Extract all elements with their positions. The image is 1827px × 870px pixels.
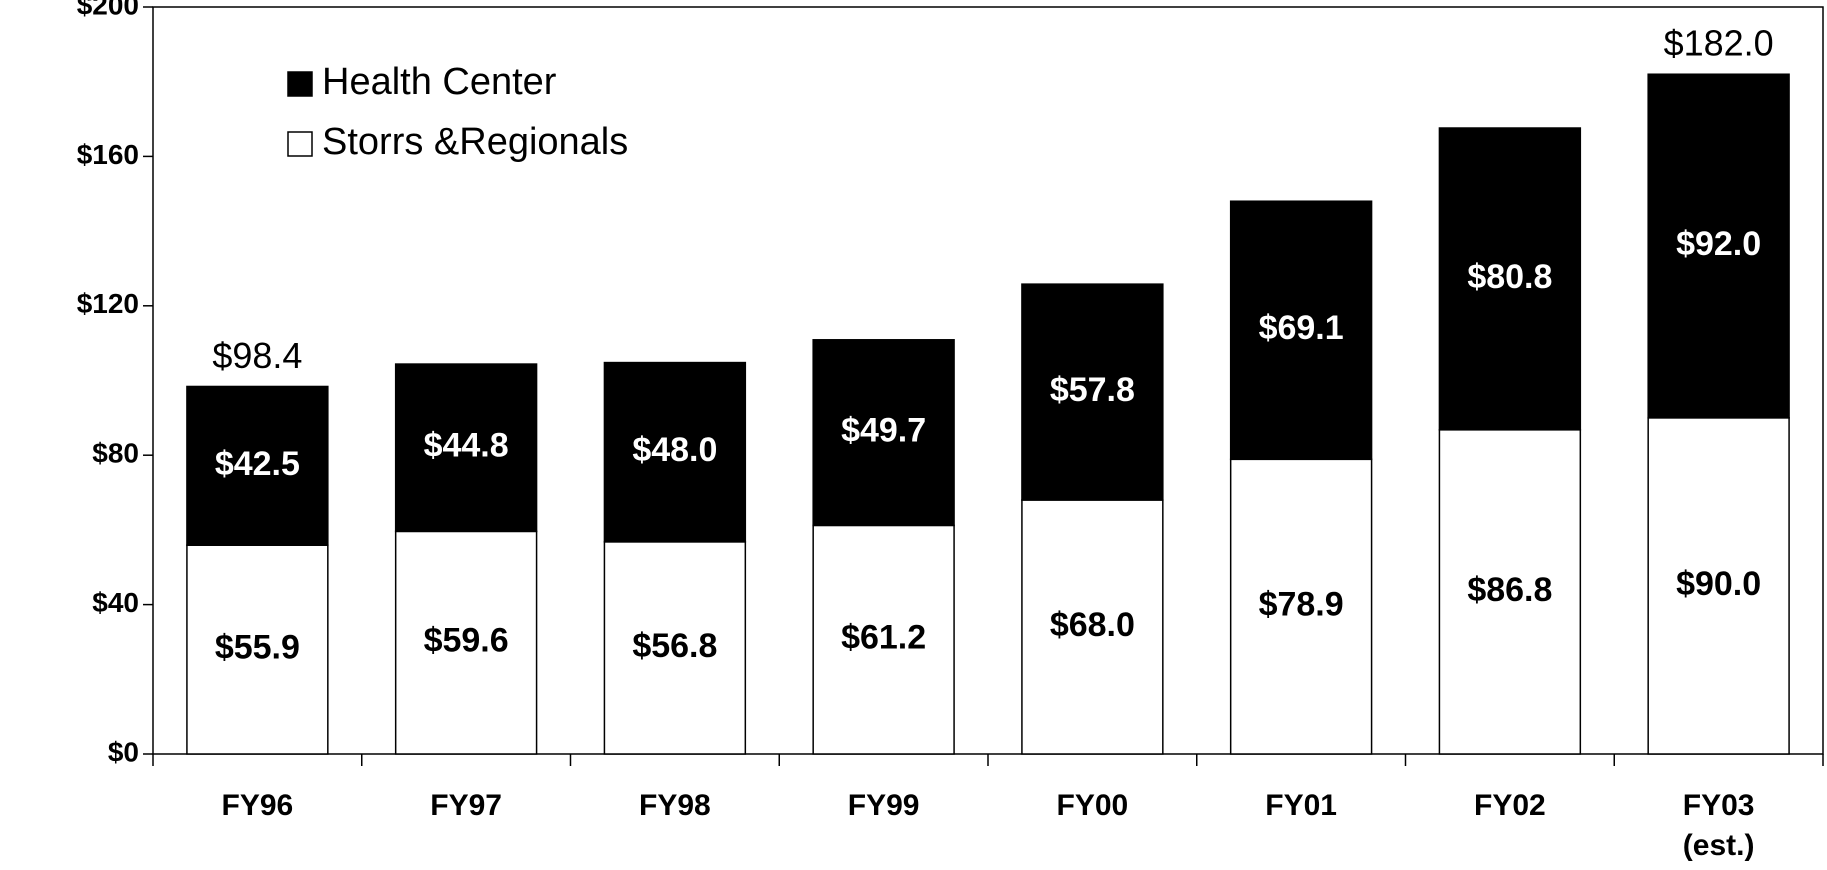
- y-tick-label: $160: [77, 139, 139, 170]
- bar-segment: [1229, 200, 1373, 461]
- bar-segment: [394, 363, 538, 533]
- legend-swatch: [287, 71, 313, 97]
- x-tick-label: FY99: [847, 789, 920, 822]
- data-label: $57.8: [1050, 371, 1135, 409]
- bar-segment: [812, 339, 955, 527]
- bar-segment: [1229, 458, 1373, 755]
- total-label: $98.4: [212, 335, 302, 376]
- data-label: $48.0: [632, 431, 717, 469]
- data-label: $68.0: [1050, 606, 1135, 644]
- x-tick-label: FY03 (est.): [1682, 789, 1755, 862]
- data-label: $55.9: [215, 629, 300, 667]
- x-tick-label: FY00: [1056, 789, 1129, 822]
- bar-segment: [1647, 417, 1790, 755]
- x-tick-label: FY98: [639, 789, 711, 822]
- total-label: $182.0: [1664, 23, 1774, 64]
- data-label: $78.9: [1259, 586, 1344, 624]
- data-label: $59.6: [424, 622, 509, 660]
- bar-segment: [186, 385, 329, 546]
- data-label: $92.0: [1676, 225, 1761, 263]
- data-label: $44.8: [424, 427, 509, 465]
- data-label: $56.8: [632, 627, 717, 665]
- data-label: $69.1: [1259, 309, 1344, 347]
- bar-segment: [603, 541, 747, 755]
- bar-segment: [186, 544, 329, 755]
- bar-segment: [1438, 127, 1582, 431]
- bar-segment: [1438, 429, 1582, 755]
- y-tick-label: $40: [92, 587, 139, 618]
- legend-label: Storrs &Regionals: [322, 121, 628, 163]
- data-label: $90.0: [1676, 565, 1761, 603]
- data-label: $61.2: [841, 619, 926, 657]
- y-tick-label: $0: [108, 736, 139, 767]
- legend-label: Health Center: [322, 61, 557, 103]
- data-label: $49.7: [841, 412, 926, 450]
- x-tick-label: FY96: [221, 789, 294, 822]
- data-label: $80.8: [1467, 258, 1552, 296]
- bar-segment: [1021, 499, 1164, 755]
- data-label: $86.8: [1467, 571, 1552, 609]
- x-tick-label: FY01: [1265, 789, 1337, 822]
- bar-segment: [603, 361, 747, 543]
- y-tick-label: $120: [77, 288, 139, 319]
- bar-segment: [1647, 73, 1790, 419]
- y-tick-label: $200: [77, 0, 139, 20]
- y-tick-label: $80: [92, 438, 139, 469]
- x-tick-label: FY02: [1474, 789, 1546, 822]
- legend-swatch: [287, 131, 313, 157]
- bar-segment: [812, 524, 955, 755]
- bar-segment: [1021, 283, 1164, 501]
- data-label: $42.5: [215, 445, 300, 483]
- x-tick-label: FY97: [430, 789, 502, 822]
